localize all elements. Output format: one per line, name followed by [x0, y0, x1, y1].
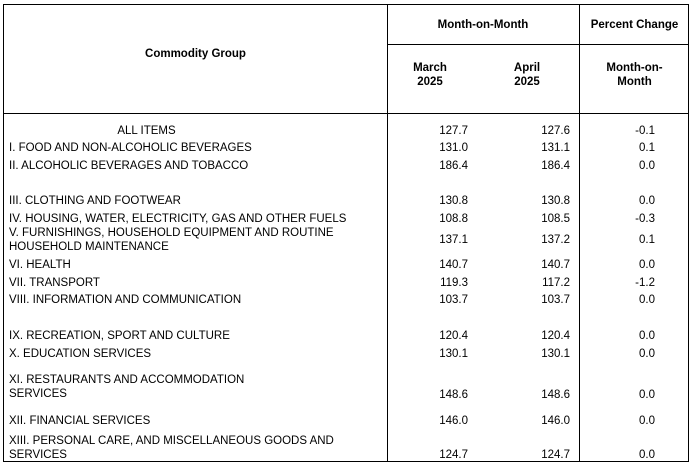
pct-value: 0.1: [639, 142, 655, 154]
pct-value: 0.0: [639, 389, 655, 401]
row-label: VII. TRANSPORT: [9, 277, 100, 289]
march-value: 127.7: [439, 125, 468, 137]
april-value: 131.1: [541, 142, 570, 154]
row-label: XII. FINANCIAL SERVICES: [9, 415, 151, 427]
header-divider: [579, 44, 688, 45]
march-value: 130.8: [439, 195, 468, 207]
row-label: VI. HEALTH: [9, 259, 71, 271]
header-percent-change: Percent Change: [590, 19, 679, 31]
april-value: 140.7: [541, 259, 570, 271]
pct-value: 0.0: [639, 415, 655, 427]
april-value: 130.1: [541, 348, 570, 360]
march-value: 103.7: [439, 294, 468, 306]
april-value: 148.6: [541, 389, 570, 401]
header-april: April 2025: [513, 62, 541, 88]
row-label: III. CLOTHING AND FOOTWEAR: [9, 195, 181, 207]
header-commodity-group: Commodity Group: [145, 48, 246, 60]
april-value: 120.4: [541, 330, 570, 342]
row-label: V. FURNISHINGS, HOUSEHOLD EQUIPMENT AND …: [9, 227, 334, 253]
march-value: 186.4: [439, 160, 468, 172]
april-value: 127.6: [541, 125, 570, 137]
pct-value: 0.0: [639, 330, 655, 342]
header-march: March 2025: [413, 62, 447, 88]
row-label: VIII. INFORMATION AND COMMUNICATION: [9, 294, 242, 306]
header-divider: [387, 44, 579, 45]
pct-value: 0.0: [639, 348, 655, 360]
row-label: II. ALCOHOLIC BEVERAGES AND TOBACCO: [9, 160, 249, 172]
march-value: 131.0: [439, 142, 468, 154]
pct-value: 0.0: [639, 294, 655, 306]
column-divider: [387, 5, 388, 461]
column-divider: [579, 5, 580, 461]
header-pct-subtitle: Month-on- Month: [606, 62, 663, 88]
april-value: 186.4: [541, 160, 570, 172]
header-month-on-month: Month-on-Month: [437, 19, 529, 31]
march-value: 108.8: [439, 213, 468, 225]
april-value: 103.7: [541, 294, 570, 306]
row-label: XI. RESTAURANTS AND ACCOMMODATION SERVICE…: [9, 374, 245, 400]
april-value: 124.7: [541, 449, 570, 461]
cpi-table: Commodity Group Month-on-Month March 2025…: [3, 4, 689, 462]
row-label: ALL ITEMS: [117, 125, 176, 137]
march-value: 148.6: [439, 389, 468, 401]
row-label: IX. RECREATION, SPORT AND CULTURE: [9, 330, 230, 342]
header-bottom-rule: [4, 113, 688, 114]
april-value: 146.0: [541, 415, 570, 427]
march-value: 120.4: [439, 330, 468, 342]
march-value: 130.1: [439, 348, 468, 360]
march-value: 140.7: [439, 259, 468, 271]
pct-value: -1.2: [635, 277, 655, 289]
row-label: XIII. PERSONAL CARE, AND MISCELLANEOUS G…: [9, 435, 334, 461]
april-value: 117.2: [542, 277, 570, 289]
march-value: 124.7: [439, 449, 468, 461]
pct-value: 0.0: [639, 160, 655, 172]
pct-value: 0.0: [639, 259, 655, 271]
pct-value: 0.0: [639, 449, 655, 461]
pct-value: 0.0: [639, 195, 655, 207]
april-value: 108.5: [541, 213, 570, 225]
row-label: I. FOOD AND NON-ALCOHOLIC BEVERAGES: [9, 142, 252, 154]
pct-value: -0.1: [635, 125, 655, 137]
pct-value: -0.3: [635, 213, 655, 225]
march-value: 137.1: [439, 234, 468, 246]
row-label: X. EDUCATION SERVICES: [9, 348, 152, 360]
pct-value: 0.1: [639, 234, 655, 246]
march-value: 146.0: [439, 415, 468, 427]
april-value: 130.8: [541, 195, 570, 207]
april-value: 137.2: [541, 234, 570, 246]
row-label: IV. HOUSING, WATER, ELECTRICITY, GAS AND…: [9, 213, 347, 225]
march-value: 119.3: [440, 277, 468, 289]
